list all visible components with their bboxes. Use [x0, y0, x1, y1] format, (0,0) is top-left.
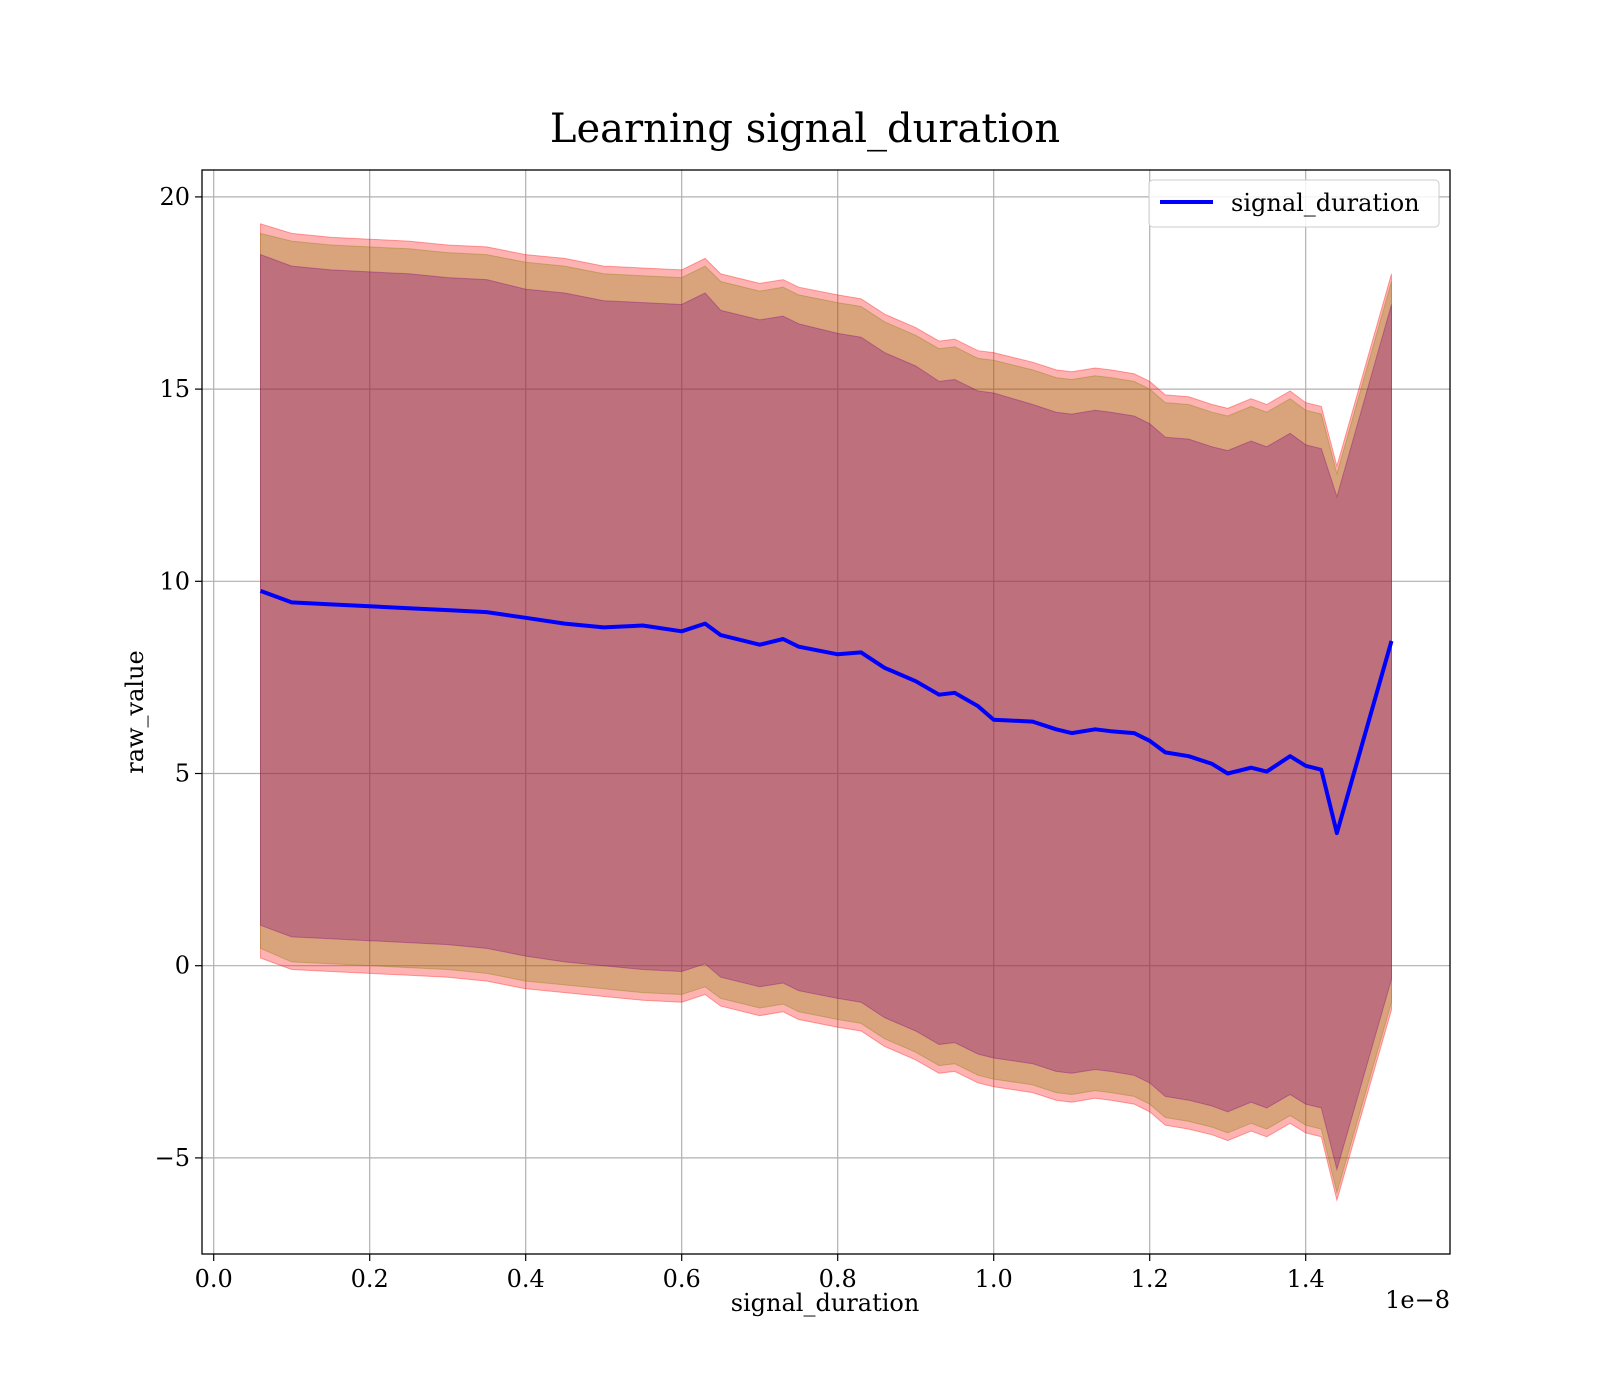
series-lines	[259, 589, 1394, 836]
confidence-band	[260, 253, 1392, 1172]
x-axis-offset: 1e−8	[1385, 1286, 1450, 1314]
plot-frame	[201, 169, 1451, 1255]
series-line	[259, 589, 1394, 836]
x-axis-label: signal_duration	[731, 1289, 920, 1317]
y-tick-label: 10	[159, 567, 190, 595]
y-tick-label: 20	[159, 183, 190, 211]
x-tick-label: 0.6	[663, 1265, 701, 1293]
x-tick-label: 0.4	[507, 1265, 545, 1293]
legend-label: signal_duration	[1231, 189, 1420, 217]
y-axis-ticks: −5 0 5 10 15 20	[155, 183, 202, 1172]
grid	[202, 170, 1450, 1254]
legend: signal_duration	[1148, 179, 1440, 228]
x-tick-label: 0.2	[351, 1265, 389, 1293]
confidence-band	[260, 232, 1392, 1195]
confidence-bands	[260, 223, 1392, 1203]
legend-box	[1148, 179, 1440, 228]
x-axis-ticks: 0.0 0.2 0.4 0.6 0.8 1.0 1.2 1.4	[195, 1254, 1325, 1293]
y-tick-label: −5	[155, 1144, 190, 1172]
chart-title: Learning signal_duration	[550, 106, 1060, 152]
x-tick-label: 0.0	[195, 1265, 233, 1293]
x-tick-label: 1.2	[1131, 1265, 1169, 1293]
y-tick-label: 15	[159, 375, 190, 403]
x-tick-label: 1.0	[975, 1265, 1013, 1293]
y-tick-label: 0	[175, 952, 190, 980]
y-axis-label: raw_value	[121, 650, 149, 774]
y-tick-label: 5	[175, 760, 190, 788]
confidence-band	[260, 223, 1392, 1203]
x-tick-label: 0.8	[819, 1265, 857, 1293]
x-tick-label: 1.4	[1287, 1265, 1325, 1293]
